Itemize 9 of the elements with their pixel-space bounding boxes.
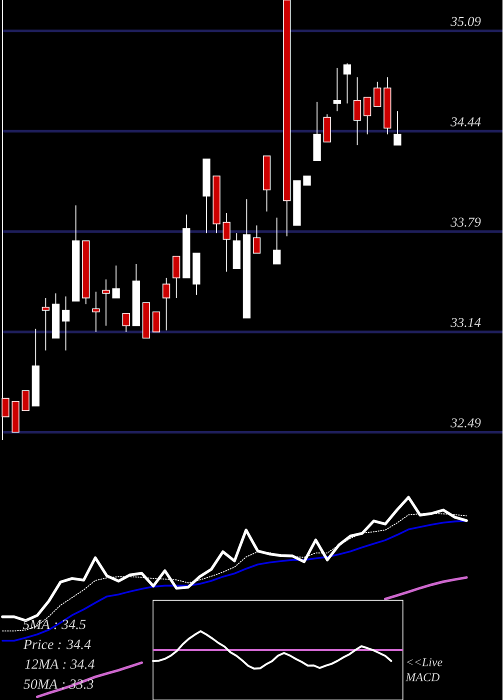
annotation: 12MA : 34.4 <box>25 659 95 669</box>
annotation: <<Live MACD <box>406 658 443 682</box>
annotation: 5MA : 34.5 <box>23 620 86 630</box>
y-tick-label: 32.49 <box>450 418 482 428</box>
y-tick-label: 33.14 <box>450 318 481 328</box>
y-tick-label: 33.79 <box>450 218 482 227</box>
y-tick-label: 35.09 <box>450 16 482 26</box>
y-tick-label: 34.44 <box>450 117 481 126</box>
annotation: Price : 34.4 <box>24 640 91 650</box>
